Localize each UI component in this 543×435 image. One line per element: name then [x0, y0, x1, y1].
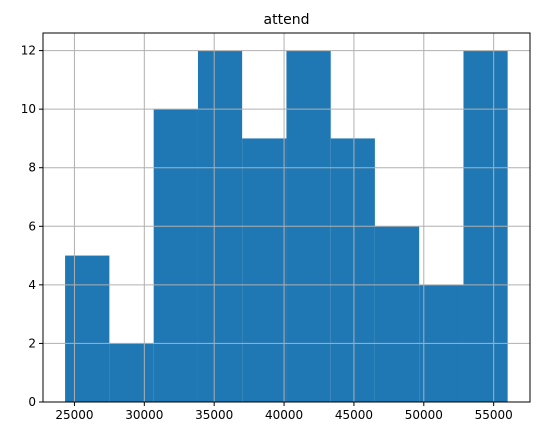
histogram-bar-7 — [330, 138, 375, 402]
y-tick-label: 10 — [21, 102, 36, 116]
x-tick-label: 40000 — [265, 408, 303, 422]
y-tick-label: 8 — [28, 161, 36, 175]
histogram-bar-5 — [242, 138, 287, 402]
histogram-bar-2 — [109, 343, 154, 402]
y-tick-label: 4 — [28, 278, 36, 292]
x-axis: 25000 30000 35000 40000 45000 50000 55000 — [55, 402, 513, 422]
x-tick-label: 25000 — [55, 408, 93, 422]
x-tick-label: 55000 — [475, 408, 513, 422]
y-tick-label: 12 — [21, 44, 36, 58]
x-tick-label: 45000 — [335, 408, 373, 422]
y-axis: 0 2 4 6 8 10 12 — [21, 44, 43, 409]
x-tick-label: 50000 — [405, 408, 443, 422]
x-tick-label: 30000 — [125, 408, 163, 422]
y-tick-label: 0 — [28, 395, 36, 409]
histogram-bar-3 — [153, 109, 198, 403]
x-tick-label: 35000 — [195, 408, 233, 422]
histogram-bar-8 — [374, 226, 420, 402]
chart-title: attend — [264, 12, 310, 28]
y-tick-label: 2 — [28, 336, 36, 350]
plot-frame — [42, 32, 531, 403]
y-tick-label: 6 — [28, 219, 36, 233]
histogram-bar-1 — [65, 255, 110, 402]
